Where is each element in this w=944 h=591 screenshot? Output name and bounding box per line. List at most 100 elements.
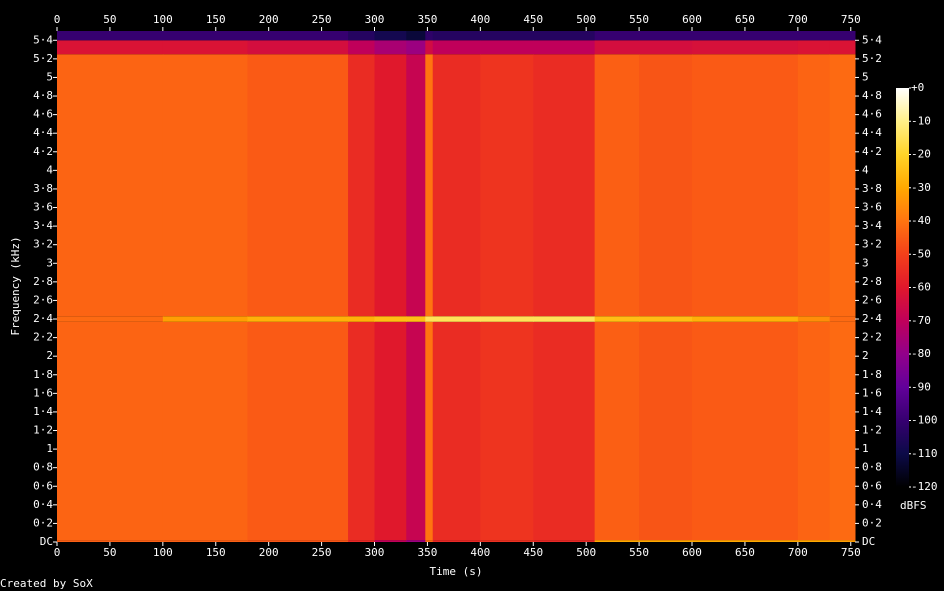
- heatmap-cell: [432, 54, 481, 317]
- y-tick-label: 4·2: [33, 145, 53, 158]
- y-tick-label: 3: [46, 256, 53, 269]
- heatmap-cell: [639, 540, 693, 542]
- x-tick-label: 450: [523, 546, 543, 559]
- x-tick-label: 500: [576, 546, 596, 559]
- heatmap-cell: [247, 321, 349, 541]
- heatmap-cell: [162, 40, 249, 55]
- heatmap-cell: [425, 54, 434, 317]
- heatmap-cell: [480, 321, 534, 541]
- y-tick-label: 5: [46, 70, 53, 83]
- colorbar-tick-label: -10: [911, 114, 931, 127]
- heatmap-cell: [639, 321, 693, 541]
- y-tick-label: 3·2: [862, 238, 882, 251]
- heatmap-cell: [406, 540, 426, 542]
- y-tick-label: 0·2: [33, 516, 53, 529]
- heatmap-cell: [480, 540, 534, 542]
- y-tick-label: 4·4: [862, 126, 882, 139]
- x-tick-label: 150: [206, 546, 226, 559]
- y-tick-label: 1·8: [862, 368, 882, 381]
- heatmap-cell: [374, 321, 407, 541]
- y-tick-label: 1·2: [33, 424, 53, 437]
- colorbar-tick-label: -30: [911, 181, 931, 194]
- x-tick-label: 550: [629, 13, 649, 26]
- x-tick-label: 250: [312, 13, 332, 26]
- heatmap-cell: [162, 31, 249, 41]
- colorbar-tick-label: -120: [911, 480, 938, 493]
- heatmap-cell: [829, 540, 856, 542]
- colorbar-tick-label: -100: [911, 414, 938, 427]
- x-tick-label: 150: [206, 13, 226, 26]
- y-tick-label: 1: [46, 442, 53, 455]
- y-tick-label: 2·2: [33, 331, 53, 344]
- heatmap-cell: [480, 31, 534, 41]
- colorbar: [896, 88, 909, 487]
- y-tick-label: 0·8: [862, 461, 882, 474]
- x-tick-label: 650: [735, 546, 755, 559]
- heatmap-cell: [57, 540, 164, 542]
- x-tick-label: 650: [735, 13, 755, 26]
- heatmap-cell: [829, 40, 856, 55]
- heatmap-cell: [247, 40, 349, 55]
- x-tick-label: 300: [365, 546, 385, 559]
- heatmap-cell: [247, 316, 349, 322]
- y-tick-label: 4·6: [862, 108, 882, 121]
- x-tick-label: 400: [470, 13, 490, 26]
- x-tick-label: 500: [576, 13, 596, 26]
- x-tick-label: 400: [470, 546, 490, 559]
- x-tick-label: 200: [259, 13, 279, 26]
- heatmap-cell: [639, 316, 693, 322]
- x-tick-label: 200: [259, 546, 279, 559]
- heatmap-cell: [406, 321, 426, 541]
- heatmap-cell: [533, 54, 596, 317]
- heatmap-cell: [480, 316, 534, 322]
- heatmap-cell: [432, 540, 481, 542]
- x-tick-label: 450: [523, 13, 543, 26]
- heatmap-cell: [480, 40, 534, 55]
- heatmap-cell: [374, 316, 407, 322]
- colorbar-tick-label: -80: [911, 347, 931, 360]
- x-tick-label: 600: [682, 13, 702, 26]
- x-tick-label: 300: [365, 13, 385, 26]
- heatmap-cell: [432, 321, 481, 541]
- y-tick-label: 1·8: [33, 368, 53, 381]
- heatmap-cell: [374, 40, 407, 55]
- y-tick-label: 3·6: [862, 201, 882, 214]
- y-tick-label: 4: [46, 163, 53, 176]
- heatmap-cell: [425, 31, 434, 41]
- heatmap-cell: [247, 540, 349, 542]
- y-tick-label: 2·6: [33, 293, 53, 306]
- y-tick-label: 5: [862, 70, 869, 83]
- heatmap-cell: [425, 316, 434, 322]
- x-tick-label: 550: [629, 546, 649, 559]
- y-tick-label: 4·6: [33, 108, 53, 121]
- y-tick-label: 2: [46, 349, 53, 362]
- heatmap-cell: [406, 40, 426, 55]
- y-tick-label: 1·6: [862, 386, 882, 399]
- y-tick-label: 4·2: [862, 145, 882, 158]
- heatmap-cell: [797, 40, 831, 55]
- y-tick-label: 5·4: [33, 33, 53, 46]
- heatmap-cell: [594, 316, 640, 322]
- y-tick-label: 1: [862, 442, 869, 455]
- heatmap-cell: [480, 54, 534, 317]
- heatmap-cell: [639, 54, 693, 317]
- y-tick-label: 4·8: [33, 89, 53, 102]
- x-tick-label: 0: [54, 546, 61, 559]
- y-tick-label: 0·2: [862, 516, 882, 529]
- heatmap-cell: [425, 321, 434, 541]
- heatmap-cell: [432, 40, 481, 55]
- heatmap-cell: [57, 31, 164, 41]
- heatmap-cell: [374, 54, 407, 317]
- heatmap-cell: [406, 54, 426, 317]
- heatmap-cell: [594, 540, 640, 542]
- x-tick-label: 700: [788, 546, 808, 559]
- y-tick-label: 2·2: [862, 331, 882, 344]
- heatmap-cell: [348, 316, 376, 322]
- colorbar-tick-label: -70: [911, 314, 931, 327]
- footer: Created by SoX: [0, 577, 93, 590]
- x-tick-label: 350: [417, 13, 437, 26]
- heatmap-cell: [692, 321, 799, 541]
- heatmap-cell: [594, 40, 640, 55]
